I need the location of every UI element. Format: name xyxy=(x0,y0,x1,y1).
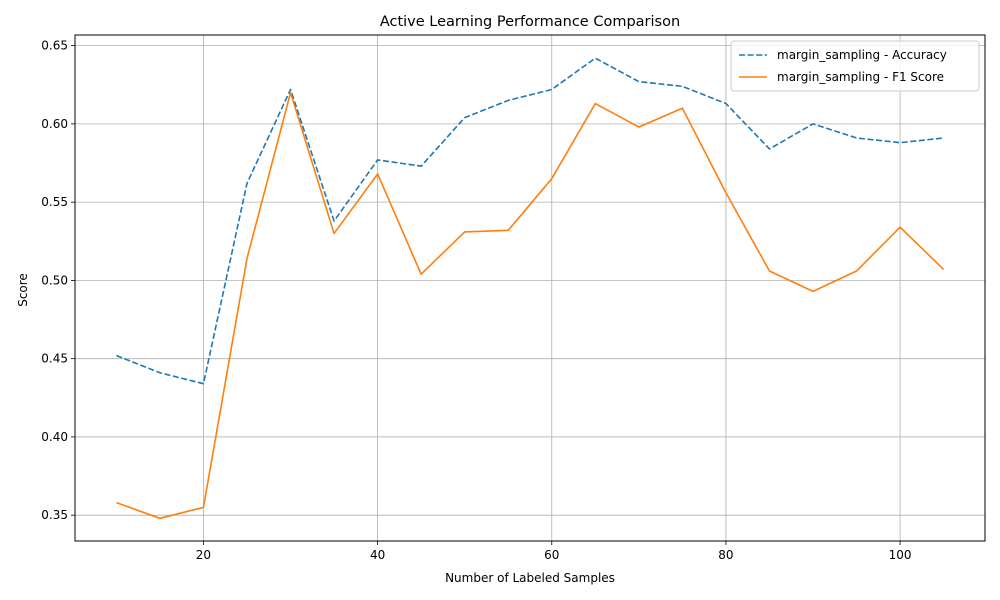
chart-title: Active Learning Performance Comparison xyxy=(380,14,680,30)
x-tick-label: 20 xyxy=(196,548,211,562)
x-tick-label: 100 xyxy=(889,548,912,562)
y-tick-label: 0.55 xyxy=(41,195,68,209)
y-tick-label: 0.60 xyxy=(41,117,68,131)
legend-label: margin_sampling - Accuracy xyxy=(777,48,947,62)
x-axis: 20 40 60 80 100 xyxy=(196,541,912,562)
y-tick-label: 0.45 xyxy=(41,352,68,366)
series-line-f1-score xyxy=(116,91,945,520)
y-axis-label: Score xyxy=(16,273,30,307)
y-tick-label: 0.50 xyxy=(41,273,68,287)
legend: margin_sampling - Accuracy margin_samplin… xyxy=(730,40,980,92)
series-layer xyxy=(116,57,945,520)
x-tick-label: 40 xyxy=(370,548,385,562)
y-axis: 0.35 0.40 0.45 0.50 0.55 0.60 0.65 xyxy=(41,39,75,522)
y-tick-label: 0.40 xyxy=(41,430,68,444)
legend-box xyxy=(730,40,980,92)
y-tick-label: 0.35 xyxy=(41,508,68,522)
legend-label: margin_sampling - F1 Score xyxy=(777,70,944,84)
x-axis-label: Number of Labeled Samples xyxy=(445,571,615,585)
x-tick-label: 80 xyxy=(718,548,733,562)
series-line-accuracy xyxy=(116,57,944,385)
x-tick-label: 60 xyxy=(544,548,559,562)
plot-area-frame xyxy=(74,34,986,542)
grid xyxy=(75,35,985,541)
y-tick-label: 0.65 xyxy=(41,39,68,53)
